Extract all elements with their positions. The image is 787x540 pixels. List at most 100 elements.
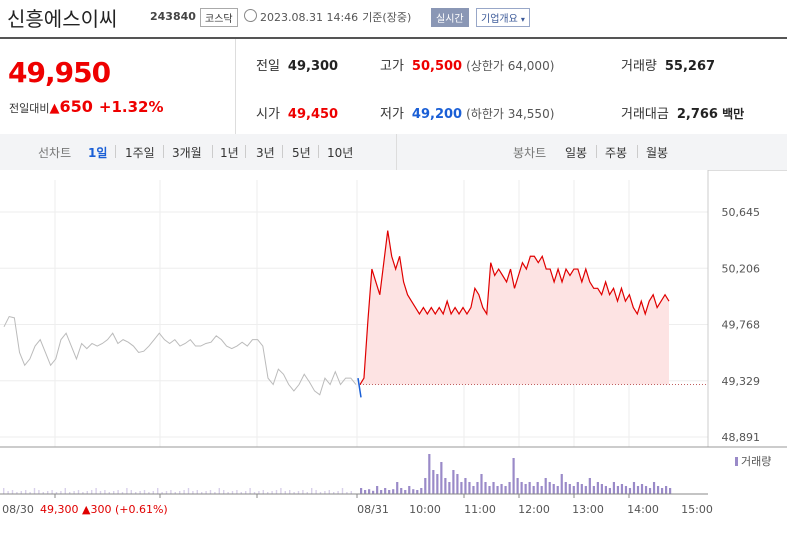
- tab-1w[interactable]: 1주일: [125, 146, 155, 160]
- volume-bar-prev: [104, 490, 106, 494]
- volume: 거래량 55,267: [621, 59, 716, 74]
- volume-bar-prev: [73, 491, 75, 494]
- volume-bar-prev: [271, 491, 273, 494]
- volume-bar-prev: [170, 490, 172, 494]
- volume-bar-prev: [346, 492, 348, 494]
- volume-bar-prev: [51, 490, 53, 494]
- volume-bar: [580, 484, 583, 494]
- volume-bar-prev: [328, 490, 330, 494]
- change-pct: +1.32%: [98, 98, 164, 116]
- chevron-down-icon: ▾: [520, 15, 525, 24]
- tab-weekly[interactable]: 주봉: [605, 146, 628, 160]
- up-arrow-icon: ▲: [49, 101, 60, 116]
- volume-bar: [512, 458, 515, 494]
- volume-bar-prev: [284, 491, 286, 494]
- tab-10y[interactable]: 10년: [327, 146, 354, 160]
- volume-bar-prev: [69, 492, 71, 494]
- volume-bar: [528, 482, 531, 494]
- y-tick-label: 49,329: [722, 375, 761, 388]
- volume-bar-prev: [179, 491, 181, 494]
- volume-bar-prev: [95, 488, 97, 494]
- volume-bar-prev: [183, 490, 185, 494]
- tab-monthly[interactable]: 월봉: [646, 146, 669, 160]
- volume-bar-prev: [135, 492, 137, 494]
- volume-bar-prev: [267, 492, 269, 494]
- volume-bar: [564, 482, 567, 494]
- volume-bar: [644, 486, 648, 494]
- y-tick-label: 50,206: [722, 262, 761, 275]
- volume-bar: [624, 486, 628, 494]
- candle-chart-label: 봉차트: [513, 146, 547, 160]
- x-tick-label: 12:00: [518, 503, 550, 516]
- volume-bar-prev: [227, 492, 229, 494]
- volume-bar-prev: [350, 491, 352, 494]
- volume-bar: [452, 470, 455, 494]
- tab-3y[interactable]: 3년: [256, 146, 275, 160]
- volume-bar-prev: [7, 491, 9, 494]
- turnover: 거래대금 2,766 백만: [621, 107, 745, 122]
- tab-5y[interactable]: 5년: [292, 146, 311, 160]
- volume-bar-prev: [315, 490, 317, 494]
- volume-bar-prev: [82, 492, 84, 494]
- series-prev-day-line: [3, 315, 357, 396]
- timestamp-suffix: 기준(장중): [362, 11, 412, 24]
- volume-bar: [504, 486, 507, 494]
- volume-bar: [600, 484, 603, 494]
- volume-bar: [484, 482, 487, 494]
- low-price: 저가 49,200 (하한가 34,550): [380, 107, 555, 122]
- volume-bar: [436, 474, 439, 494]
- quote-panel: 49,950 전일대비▲650 +1.32% 전일 49,300 시가 49,450 …: [0, 37, 787, 136]
- volume-bar-prev: [91, 490, 93, 494]
- volume-bar-prev: [148, 492, 150, 494]
- change-label: 전일대비: [9, 102, 50, 115]
- volume-bar: [640, 484, 644, 494]
- volume-bar-prev: [77, 490, 80, 494]
- tab-1d[interactable]: 1일: [88, 146, 108, 160]
- y-tick-label: 49,768: [722, 319, 761, 332]
- volume-bar-prev: [253, 492, 256, 494]
- volume-bar-prev: [64, 488, 66, 494]
- volume-bar: [448, 482, 451, 494]
- volume-bar-prev: [11, 490, 14, 494]
- line-chart-label: 선차트: [38, 146, 72, 160]
- price-change: 전일대비▲650 +1.32%: [9, 97, 164, 116]
- volume-bar-prev: [152, 491, 154, 494]
- x-tick-label: 10:00: [409, 503, 441, 516]
- volume-bar-prev: [333, 492, 335, 494]
- high-price: 고가 50,500 (상한가 64,000): [380, 59, 555, 74]
- volume-bar-prev: [33, 488, 36, 494]
- volume-bar: [480, 474, 483, 494]
- volume-bar-prev: [209, 490, 212, 494]
- volume-bar-prev: [165, 491, 168, 494]
- x-tick-label: 08/30: [2, 503, 34, 516]
- volume-bar: [540, 486, 543, 494]
- company-overview-label: 기업개요: [481, 14, 518, 25]
- volume-bar: [632, 482, 636, 494]
- volume-bar: [556, 486, 559, 494]
- tab-daily[interactable]: 일봉: [565, 146, 588, 160]
- volume-bar-prev: [29, 492, 31, 494]
- tab-1y[interactable]: 1년: [220, 146, 239, 160]
- volume-bar-prev: [157, 488, 159, 494]
- realtime-button[interactable]: 실시간: [431, 8, 469, 27]
- volume-bar-prev: [86, 491, 88, 494]
- company-overview-button[interactable]: 기업개요 ▾: [476, 8, 530, 27]
- volume-bar-prev: [231, 491, 234, 494]
- volume-bar-prev: [3, 488, 5, 494]
- volume-bar: [360, 488, 363, 494]
- volume-bar-prev: [42, 492, 44, 494]
- volume-bar: [492, 482, 495, 494]
- clock-icon: [244, 9, 257, 22]
- volume-bar-prev: [223, 490, 225, 494]
- volume-bar: [464, 478, 467, 494]
- volume-bar: [620, 484, 624, 494]
- chart-tabs: 선차트 1일 1주일 3개월 1년 3년 5년 10년 봉차트 일봉 주봉 월봉: [0, 134, 787, 171]
- volume-bar: [440, 462, 443, 494]
- tab-3m[interactable]: 3개월: [172, 146, 202, 160]
- volume-bar-prev: [117, 490, 119, 494]
- volume-bar: [596, 482, 599, 494]
- volume-bar-prev: [341, 488, 344, 494]
- volume-bar-prev: [60, 491, 62, 494]
- volume-bar: [392, 489, 395, 494]
- volume-bar: [404, 490, 407, 494]
